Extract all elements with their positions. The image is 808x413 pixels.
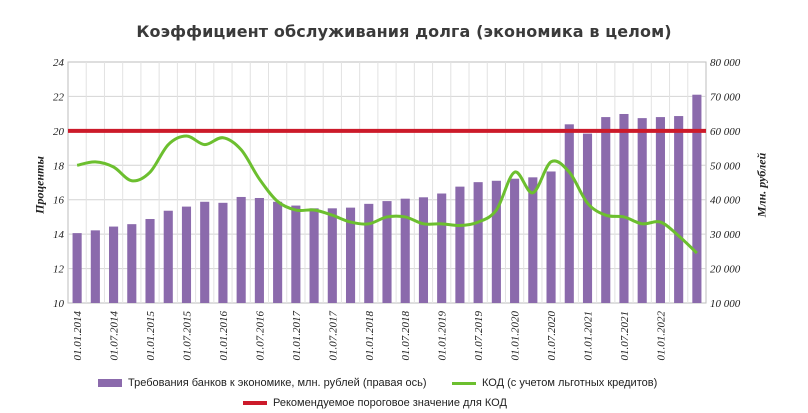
bar bbox=[692, 94, 702, 303]
x-tick-label: 01.01.2016 bbox=[218, 311, 230, 361]
right-tick-label: 60 000 bbox=[710, 126, 741, 138]
bar bbox=[582, 133, 593, 303]
x-tick-label: 01.07.2020 bbox=[546, 311, 558, 361]
legend-swatch-bars bbox=[98, 379, 122, 387]
bar bbox=[236, 196, 246, 303]
bar bbox=[564, 124, 574, 304]
x-tick-label: 01.07.2015 bbox=[181, 311, 193, 361]
x-tick-label: 01.01.2022 bbox=[655, 311, 667, 361]
bar bbox=[345, 207, 356, 303]
right-tick-label: 70 000 bbox=[710, 91, 741, 103]
chart-title: Коэффициент обслуживания долга (экономик… bbox=[136, 22, 672, 41]
x-tick-label: 01.01.2018 bbox=[364, 311, 376, 361]
bar bbox=[601, 117, 611, 303]
bar bbox=[90, 230, 100, 303]
bar bbox=[163, 210, 173, 303]
left-tick-label: 16 bbox=[53, 195, 65, 207]
legend-swatch-threshold bbox=[243, 401, 267, 405]
legend-label-kod: КОД (с учетом льготных кредитов) bbox=[482, 377, 658, 389]
bar bbox=[619, 113, 629, 303]
left-tick-label: 18 bbox=[53, 160, 65, 172]
bar bbox=[127, 224, 137, 303]
bar bbox=[473, 182, 483, 303]
bar bbox=[455, 186, 465, 303]
bar bbox=[674, 116, 684, 303]
right-tick-label: 10 000 bbox=[710, 298, 741, 310]
bar bbox=[491, 180, 501, 303]
bar bbox=[364, 203, 374, 303]
left-tick-label: 12 bbox=[53, 264, 65, 276]
right-tick-label: 80 000 bbox=[710, 57, 741, 69]
bar-series-layer bbox=[72, 94, 702, 304]
bar bbox=[528, 177, 538, 303]
x-tick-label: 01.07.2019 bbox=[473, 311, 485, 361]
left-tick-label: 22 bbox=[53, 91, 65, 103]
bar bbox=[382, 201, 392, 303]
legend-label-bars: Требования банков к экономике, млн. рубл… bbox=[128, 377, 427, 389]
bar bbox=[218, 202, 228, 303]
legend-item-kod: КОД (с учетом льготных кредитов) bbox=[452, 377, 657, 389]
bar bbox=[145, 218, 155, 303]
bar bbox=[637, 118, 647, 304]
bar bbox=[655, 117, 665, 303]
bar bbox=[109, 226, 119, 303]
x-tick-label: 01.01.2020 bbox=[510, 311, 522, 361]
bar bbox=[437, 193, 447, 303]
left-tick-label: 24 bbox=[53, 57, 65, 69]
x-tick-label: 01.01.2021 bbox=[583, 311, 595, 361]
right-tick-label: 40 000 bbox=[710, 195, 741, 207]
kod-line bbox=[76, 134, 698, 255]
bar bbox=[418, 197, 429, 303]
bar bbox=[291, 205, 301, 303]
x-tick-label: 01.07.2021 bbox=[619, 311, 631, 361]
bar bbox=[200, 201, 210, 303]
legend-swatch-kod bbox=[452, 381, 476, 385]
bar bbox=[273, 201, 283, 303]
bar bbox=[254, 197, 264, 303]
right-tick-label: 50 000 bbox=[710, 160, 741, 172]
x-tick-label: 01.07.2014 bbox=[109, 311, 121, 361]
axis-layer: 10 12 14 16 18 20 22 24 10 000 20 000 30 000 40 000… bbox=[53, 57, 741, 361]
line-series-layer bbox=[68, 128, 706, 255]
x-tick-label: 01.01.2017 bbox=[291, 311, 303, 361]
x-tick-label: 01.07.2018 bbox=[400, 311, 412, 361]
legend-label-threshold: Рекомендуемое пороговое значение для КОД bbox=[273, 397, 507, 409]
bar bbox=[400, 198, 410, 303]
x-tick-label: 01.07.2016 bbox=[254, 311, 266, 361]
bar bbox=[510, 178, 520, 303]
grid-layer bbox=[67, 61, 707, 304]
legend-item-threshold: Рекомендуемое пороговое значение для КОД bbox=[243, 397, 507, 409]
right-tick-label: 20 000 bbox=[710, 264, 741, 276]
right-tick-label: 30 000 bbox=[709, 229, 741, 241]
bar bbox=[309, 208, 319, 303]
left-tick-label: 10 bbox=[53, 298, 65, 310]
bar bbox=[327, 208, 337, 303]
left-tick-label: 14 bbox=[53, 229, 65, 241]
x-tick-label: 01.01.2019 bbox=[437, 311, 449, 361]
legend-item-bars: Требования банков к экономике, млн. рубл… bbox=[98, 377, 427, 389]
left-tick-label: 20 bbox=[53, 126, 65, 138]
bar bbox=[546, 171, 556, 303]
x-tick-label: 01.01.2014 bbox=[72, 311, 84, 361]
x-tick-label: 01.01.2015 bbox=[145, 311, 157, 361]
bar bbox=[72, 233, 82, 303]
x-tick-label: 01.07.2017 bbox=[327, 311, 339, 361]
bar bbox=[181, 206, 192, 303]
